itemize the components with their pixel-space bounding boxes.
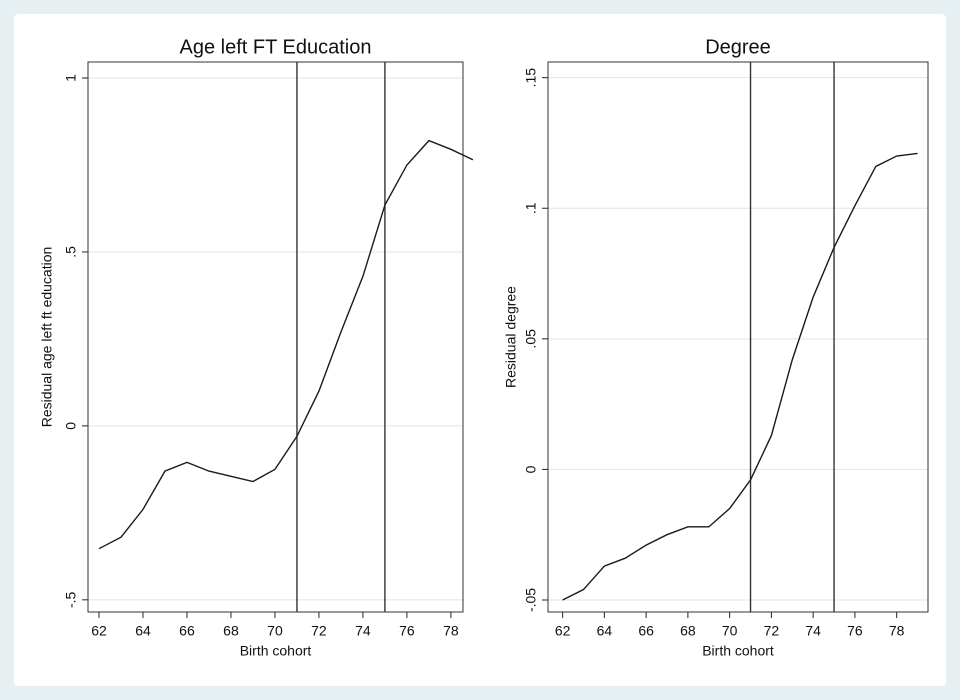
x-tick-label: 76 bbox=[847, 623, 863, 639]
x-tick-label: 70 bbox=[722, 623, 738, 639]
x-tick-label: 64 bbox=[597, 623, 613, 639]
x-tick-label: 74 bbox=[805, 623, 821, 639]
x-tick-label: 62 bbox=[91, 623, 107, 639]
y-tick-label: 0 bbox=[63, 422, 79, 430]
figure-panel bbox=[14, 14, 946, 686]
y-tick-label: -.5 bbox=[63, 591, 79, 608]
x-tick-label: 78 bbox=[443, 623, 459, 639]
chart-title: Age left FT Education bbox=[180, 36, 372, 58]
x-tick-label: 68 bbox=[680, 623, 696, 639]
x-tick-label: 64 bbox=[135, 623, 151, 639]
x-tick-label: 76 bbox=[399, 623, 415, 639]
x-axis-label: Birth cohort bbox=[702, 643, 774, 659]
x-axis-label: Birth cohort bbox=[240, 643, 312, 659]
y-tick-label: .5 bbox=[63, 246, 79, 258]
y-tick-label: .05 bbox=[523, 329, 539, 349]
y-tick-label: 1 bbox=[63, 74, 79, 82]
x-tick-label: 78 bbox=[889, 623, 905, 639]
x-tick-label: 72 bbox=[764, 623, 780, 639]
data-line bbox=[98, 139, 474, 550]
chart-title: Degree bbox=[705, 36, 771, 58]
y-axis-label: Residual age left ft education bbox=[39, 247, 55, 428]
x-tick-label: 68 bbox=[223, 623, 239, 639]
y-tick-label: .1 bbox=[523, 202, 539, 214]
x-tick-label: 66 bbox=[638, 623, 654, 639]
x-tick-label: 72 bbox=[311, 623, 327, 639]
y-tick-label: -.05 bbox=[523, 588, 539, 612]
y-tick-label: .15 bbox=[523, 68, 539, 88]
y-axis-label: Residual degree bbox=[503, 286, 519, 388]
plot-frame bbox=[87, 61, 464, 613]
y-tick-label: 0 bbox=[523, 465, 539, 473]
x-tick-label: 74 bbox=[355, 623, 371, 639]
x-tick-label: 62 bbox=[555, 623, 571, 639]
data-line bbox=[562, 152, 918, 601]
x-tick-label: 66 bbox=[179, 623, 195, 639]
x-tick-label: 70 bbox=[267, 623, 283, 639]
plot-frame bbox=[547, 61, 929, 613]
